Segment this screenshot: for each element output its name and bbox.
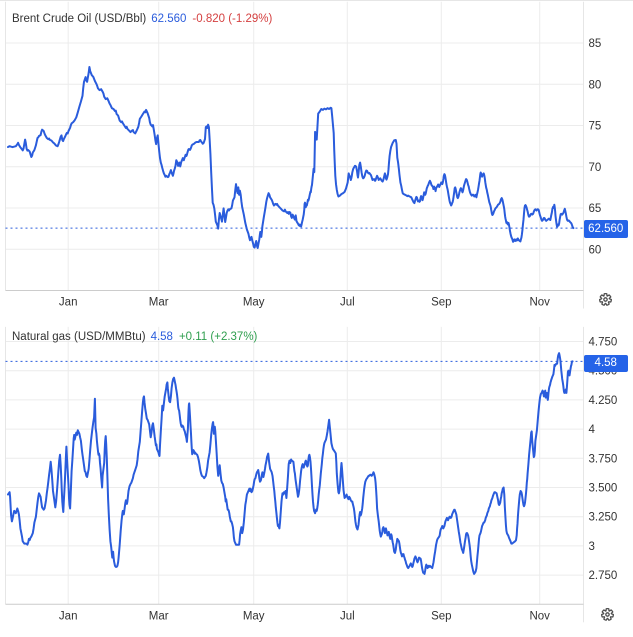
- natgas-plot-area[interactable]: 2.75033.2503.5003.75044.2504.5004.750Jan…: [5, 326, 618, 623]
- y-axis-label: 3.750: [589, 453, 618, 465]
- panel-top-border: [0, 0, 633, 1]
- natgas-badge-text: 4.58: [594, 357, 617, 370]
- x-axis-label: Nov: [529, 297, 550, 309]
- natgas-last-value: 4.58: [150, 331, 173, 343]
- brent-plot-area[interactable]: 60 65 70 75 80 85 Jan Mar May Jul Sep Nov: [5, 1, 602, 309]
- x-axis-label: Jul: [340, 297, 355, 309]
- y-axis-label: 65: [589, 203, 602, 215]
- brent-chart-header: Brent Crude Oil (USD/Bbl) 62.560 -0.820 (-…: [12, 12, 272, 26]
- gear-outline: [599, 293, 612, 306]
- brent-title: Brent Crude Oil (USD/Bbl): [12, 13, 147, 25]
- y-axis-label: 3.250: [589, 512, 618, 524]
- x-axis-label: Jan: [59, 611, 78, 623]
- y-axis-label: 80: [589, 79, 602, 91]
- x-axis-label: Jul: [340, 611, 355, 623]
- y-axis-label: 70: [589, 162, 602, 174]
- x-axis-label: Mar: [149, 297, 169, 309]
- y-axis-label: 2.750: [589, 570, 618, 582]
- y-axis-label: 85: [589, 38, 602, 50]
- x-axis-label: Sep: [431, 297, 451, 309]
- natgas-price-line: [7, 352, 574, 575]
- natgas-price-badge: 4.58: [584, 354, 628, 373]
- x-axis-label: Sep: [431, 611, 451, 623]
- y-axis-label: 60: [589, 244, 602, 256]
- brent-badge-text: 62.560: [588, 222, 624, 235]
- x-axis-label: Mar: [149, 611, 169, 623]
- brent-change: -0.820 (-1.29%): [192, 13, 273, 25]
- brent-price-badge: 62.560: [584, 220, 628, 238]
- natgas-title: Natural gas (USD/MMBtu): [12, 331, 146, 343]
- y-axis-label: 3.500: [589, 483, 618, 495]
- gear-hole: [603, 297, 608, 302]
- brent-last-value: 62.560: [151, 13, 187, 25]
- natgas-change: +0.11 (+2.37%): [178, 331, 258, 343]
- natgas-chart-header: Natural gas (USD/MMBtu) 4.58 +0.11 (+2.37%…: [12, 330, 257, 344]
- x-axis-label: Nov: [529, 611, 550, 623]
- y-axis-label: 75: [589, 121, 602, 133]
- x-axis-label: May: [243, 611, 265, 623]
- gear-outline: [600, 607, 614, 621]
- y-axis-label: 4: [589, 424, 596, 436]
- y-axis-label: 3: [589, 541, 595, 553]
- gear-hole: [604, 611, 610, 617]
- gear-icon[interactable]: [599, 293, 612, 306]
- brent-price-line: [7, 66, 575, 249]
- gear-icon[interactable]: [600, 607, 614, 621]
- y-axis-label: 4.750: [589, 337, 618, 349]
- y-axis-label: 4.250: [589, 395, 618, 407]
- x-axis-label: May: [243, 297, 265, 309]
- x-axis-label: Jan: [59, 297, 78, 309]
